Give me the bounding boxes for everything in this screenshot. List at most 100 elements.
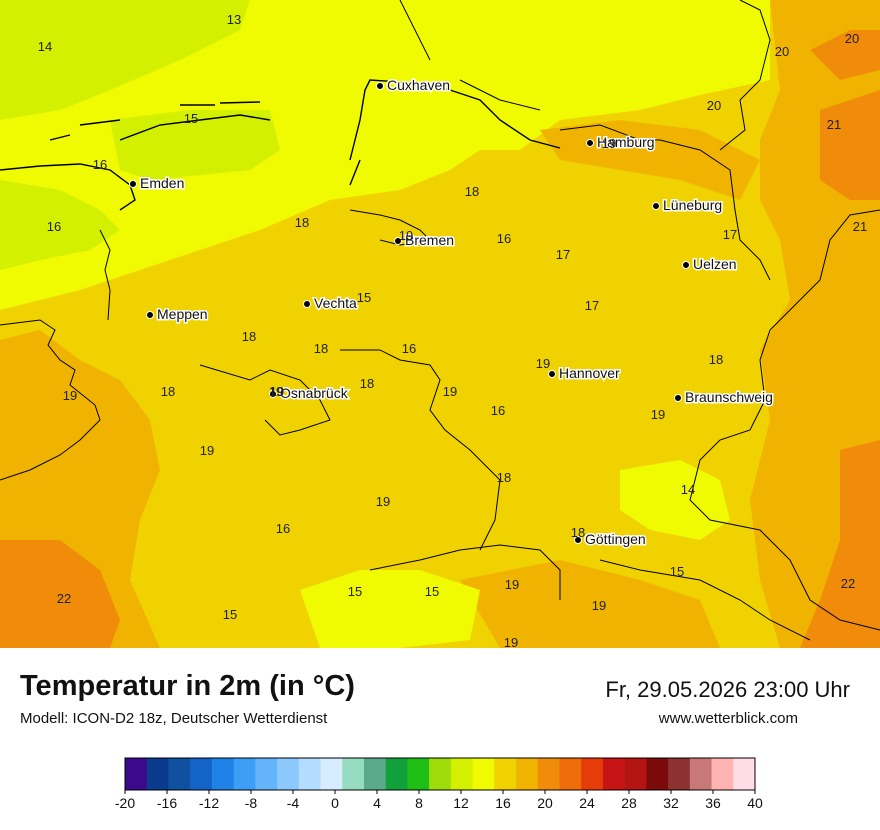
legend-tick-label: 32 [663, 795, 679, 811]
temperature-value: 19 [602, 136, 616, 151]
legend-tick-label: 0 [331, 795, 339, 811]
temperature-value: 19 [376, 494, 390, 509]
temperature-value: 20 [707, 98, 721, 113]
temperature-value: 16 [93, 157, 107, 172]
temperature-value: 19 [200, 443, 214, 458]
temperature-value: 19 [270, 384, 284, 399]
legend-swatch [146, 758, 169, 790]
field-16-harz [620, 460, 730, 540]
temperature-value: 17 [556, 247, 570, 262]
legend-swatch [168, 758, 191, 790]
legend-swatch [363, 758, 387, 790]
temperature-value: 18 [161, 384, 175, 399]
temperature-value: 18 [242, 329, 256, 344]
field-22-east [820, 90, 880, 200]
legend-swatch [277, 758, 300, 790]
temperature-value: 16 [402, 341, 416, 356]
legend-swatch [320, 758, 343, 790]
legend-swatch [385, 758, 408, 790]
legend-tick-label: 36 [705, 795, 721, 811]
city-label: Hannover [559, 365, 620, 381]
field-22-se [800, 440, 880, 648]
city-marker: Emden [129, 174, 186, 193]
city-dot [269, 390, 277, 398]
color-legend: -20 -16 -12 -8 -4 0 4 8 12 16 20 24 28 32 36 40 [115, 757, 763, 811]
city-label: Bremen [405, 232, 454, 248]
legend-swatch [233, 758, 256, 790]
legend-tick-label: -20 [115, 795, 135, 811]
legend-swatch [342, 758, 365, 790]
forecast-datetime: Fr, 29.05.2026 23:00 Uhr [605, 677, 850, 702]
city-marker: Lüneburg [652, 196, 724, 215]
legend-swatch [255, 758, 278, 790]
temperature-value: 21 [853, 219, 867, 234]
city-marker: Göttingen [574, 530, 647, 549]
legend-swatch [450, 758, 474, 790]
legend-swatch [125, 758, 148, 790]
city-marker: Braunschweig [674, 388, 774, 407]
legend-border [124, 757, 756, 791]
city-dot [548, 370, 556, 378]
temperature-value: 14 [38, 39, 52, 54]
legend-swatch [689, 758, 713, 790]
city-dot [129, 180, 137, 188]
legend-swatch [298, 758, 322, 790]
website-link[interactable]: www.wetterblick.com [658, 710, 798, 727]
temperature-labels-layer: 13 14 15 16 16 18 18 16 17 17 17 18 18 16 19 18 18 19 16 19… [38, 12, 867, 648]
legend-swatch [559, 758, 582, 790]
city-label: Lüneburg [663, 197, 722, 213]
temperature-value: 15 [357, 290, 371, 305]
legend-swatch [602, 758, 626, 790]
field-14-sea [0, 0, 250, 120]
field-20-south [460, 560, 720, 648]
city-dot [376, 82, 384, 90]
legend-swatch [537, 758, 560, 790]
temperature-value: 15 [223, 607, 237, 622]
city-label: Hamburg [597, 134, 655, 150]
city-dot [652, 202, 660, 210]
field-22-ne [810, 30, 880, 80]
legend-swatch [407, 758, 430, 790]
legend-tick-label: 28 [621, 795, 637, 811]
temperature-value: 18 [465, 184, 479, 199]
temperature-value: 19 [505, 577, 519, 592]
field-20-hamburg [540, 120, 760, 200]
city-dot [674, 394, 682, 402]
temperature-value: 13 [227, 12, 241, 27]
legend-tick-label: -8 [245, 795, 258, 811]
legend-tick-label: 16 [495, 795, 511, 811]
temperature-value: 15 [348, 584, 362, 599]
city-marker: Hannover [548, 364, 622, 383]
city-dot [682, 261, 690, 269]
temperature-value: 18 [571, 525, 585, 540]
city-marker: Osnabrück [269, 384, 350, 403]
temperature-value: 16 [497, 231, 511, 246]
city-marker: Bremen [394, 231, 456, 250]
temperature-value: 21 [827, 117, 841, 132]
city-label: Meppen [157, 306, 208, 322]
temperature-value: 17 [723, 227, 737, 242]
borders [0, 0, 880, 641]
temperature-map: Cuxhaven Hamburg Emden Lüneburg Bremen Uelzen… [0, 0, 880, 648]
city-dot [574, 536, 582, 544]
city-label: Emden [140, 175, 184, 191]
legend-swatch [472, 758, 495, 790]
field-22-sw [0, 540, 120, 648]
legend-swatch [429, 758, 452, 790]
field-16-south [300, 570, 480, 648]
temperature-value: 15 [670, 564, 684, 579]
temperature-value: 19 [399, 228, 413, 243]
field-14-west [0, 180, 120, 270]
temperature-value: 19 [592, 598, 606, 613]
temperature-value: 16 [491, 403, 505, 418]
temperature-value: 19 [651, 407, 665, 422]
city-marker: Vechta [303, 294, 359, 313]
temperature-value: 20 [845, 31, 859, 46]
temperature-value: 19 [443, 384, 457, 399]
legend-swatch [516, 758, 539, 790]
temperature-value: 19 [269, 384, 283, 399]
footer [0, 648, 880, 830]
temperature-value: 18 [295, 215, 309, 230]
city-layer: Cuxhaven Hamburg Emden Lüneburg Bremen Uelzen… [129, 76, 774, 549]
legend-tick-label: -4 [287, 795, 300, 811]
